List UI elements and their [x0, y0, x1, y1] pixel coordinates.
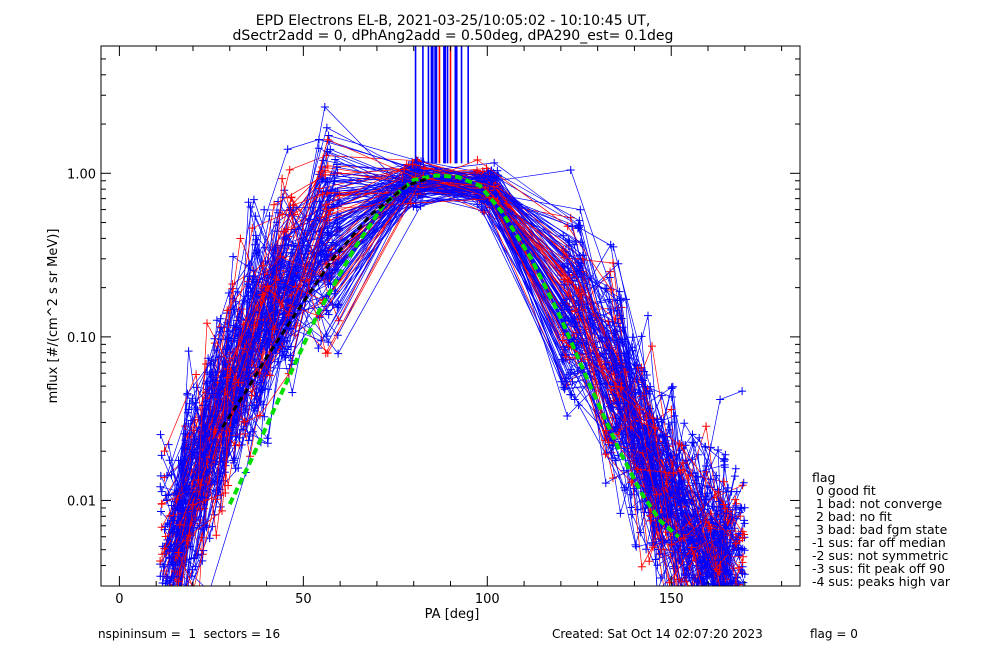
legend-item: -4 sus: peaks high var — [812, 574, 951, 589]
data-point-markers — [189, 165, 740, 549]
peak-lines — [414, 46, 469, 164]
data-point-markers — [197, 135, 742, 582]
legend-title: flag — [812, 470, 835, 485]
flag-legend: flag 0 good fit 1 bad: not converge 2 ba… — [812, 470, 951, 589]
profile-line — [181, 172, 731, 586]
x-tick-label: 0 — [115, 592, 123, 607]
profile-line — [190, 188, 726, 586]
profile-line — [169, 106, 725, 586]
profile-line — [160, 185, 705, 586]
profile-line — [181, 191, 737, 555]
fit-curves — [221, 173, 680, 539]
legend-item: -1 sus: far off median — [812, 535, 946, 550]
profile-line — [175, 188, 738, 586]
y-tick-label: 0.10 — [67, 331, 96, 346]
legend-item: -2 sus: not symmetric — [812, 548, 948, 563]
profile-lines — [156, 103, 749, 586]
axes: 0 50 100 150 0.01 0.10 1.00 — [67, 45, 800, 607]
profile-line — [179, 163, 720, 586]
data-point-markers — [175, 160, 714, 531]
profile-line — [169, 182, 728, 586]
profile-line — [177, 139, 740, 586]
data-point-markers — [163, 180, 726, 571]
profile-line — [176, 179, 741, 540]
legend-item: -3 sus: fit peak off 90 — [812, 561, 945, 576]
footer-left: nspininsum = 1 sectors = 16 — [98, 627, 281, 641]
profile-line — [169, 167, 725, 577]
chart-title: EPD Electrons EL-B, 2021-03-25/10:05:02 … — [256, 13, 651, 29]
legend-item: 3 bad: bad fgm state — [812, 522, 948, 537]
data-point-markers — [172, 158, 736, 528]
legend-item: 1 bad: not converge — [812, 496, 942, 511]
x-tick-label: 50 — [295, 592, 312, 607]
data-point-markers — [162, 175, 749, 583]
y-tick-label: 1.00 — [67, 167, 96, 182]
profile-line — [186, 189, 717, 586]
chart-subtitle: dSectr2add = 0, dPhAng2add = 0.50deg, dP… — [233, 28, 674, 44]
x-axis-label: PA [deg] — [425, 607, 480, 622]
profile-line — [171, 177, 727, 586]
y-tick-label: 0.01 — [67, 494, 96, 509]
profile-line — [171, 181, 735, 565]
fit-curve — [228, 173, 680, 539]
profile-line — [180, 140, 723, 586]
x-tick-label: 150 — [659, 592, 684, 607]
profile-line — [161, 177, 740, 571]
profile-line — [173, 180, 730, 586]
profile-line — [178, 168, 726, 582]
data-point-markers — [174, 135, 744, 586]
data-point-markers — [177, 180, 740, 581]
legend-item: 0 good fit — [812, 483, 876, 498]
profile-line — [181, 168, 737, 586]
footer-created: Created: Sat Oct 14 02:07:20 2023 — [552, 627, 763, 641]
legend-item: 2 bad: no fit — [812, 509, 892, 524]
y-axis-label: mflux [#/(cm^2 s sr MeV)] — [46, 229, 61, 404]
x-tick-label: 100 — [475, 592, 500, 607]
profile-line — [165, 162, 735, 586]
footer-flag: flag = 0 — [810, 627, 858, 641]
